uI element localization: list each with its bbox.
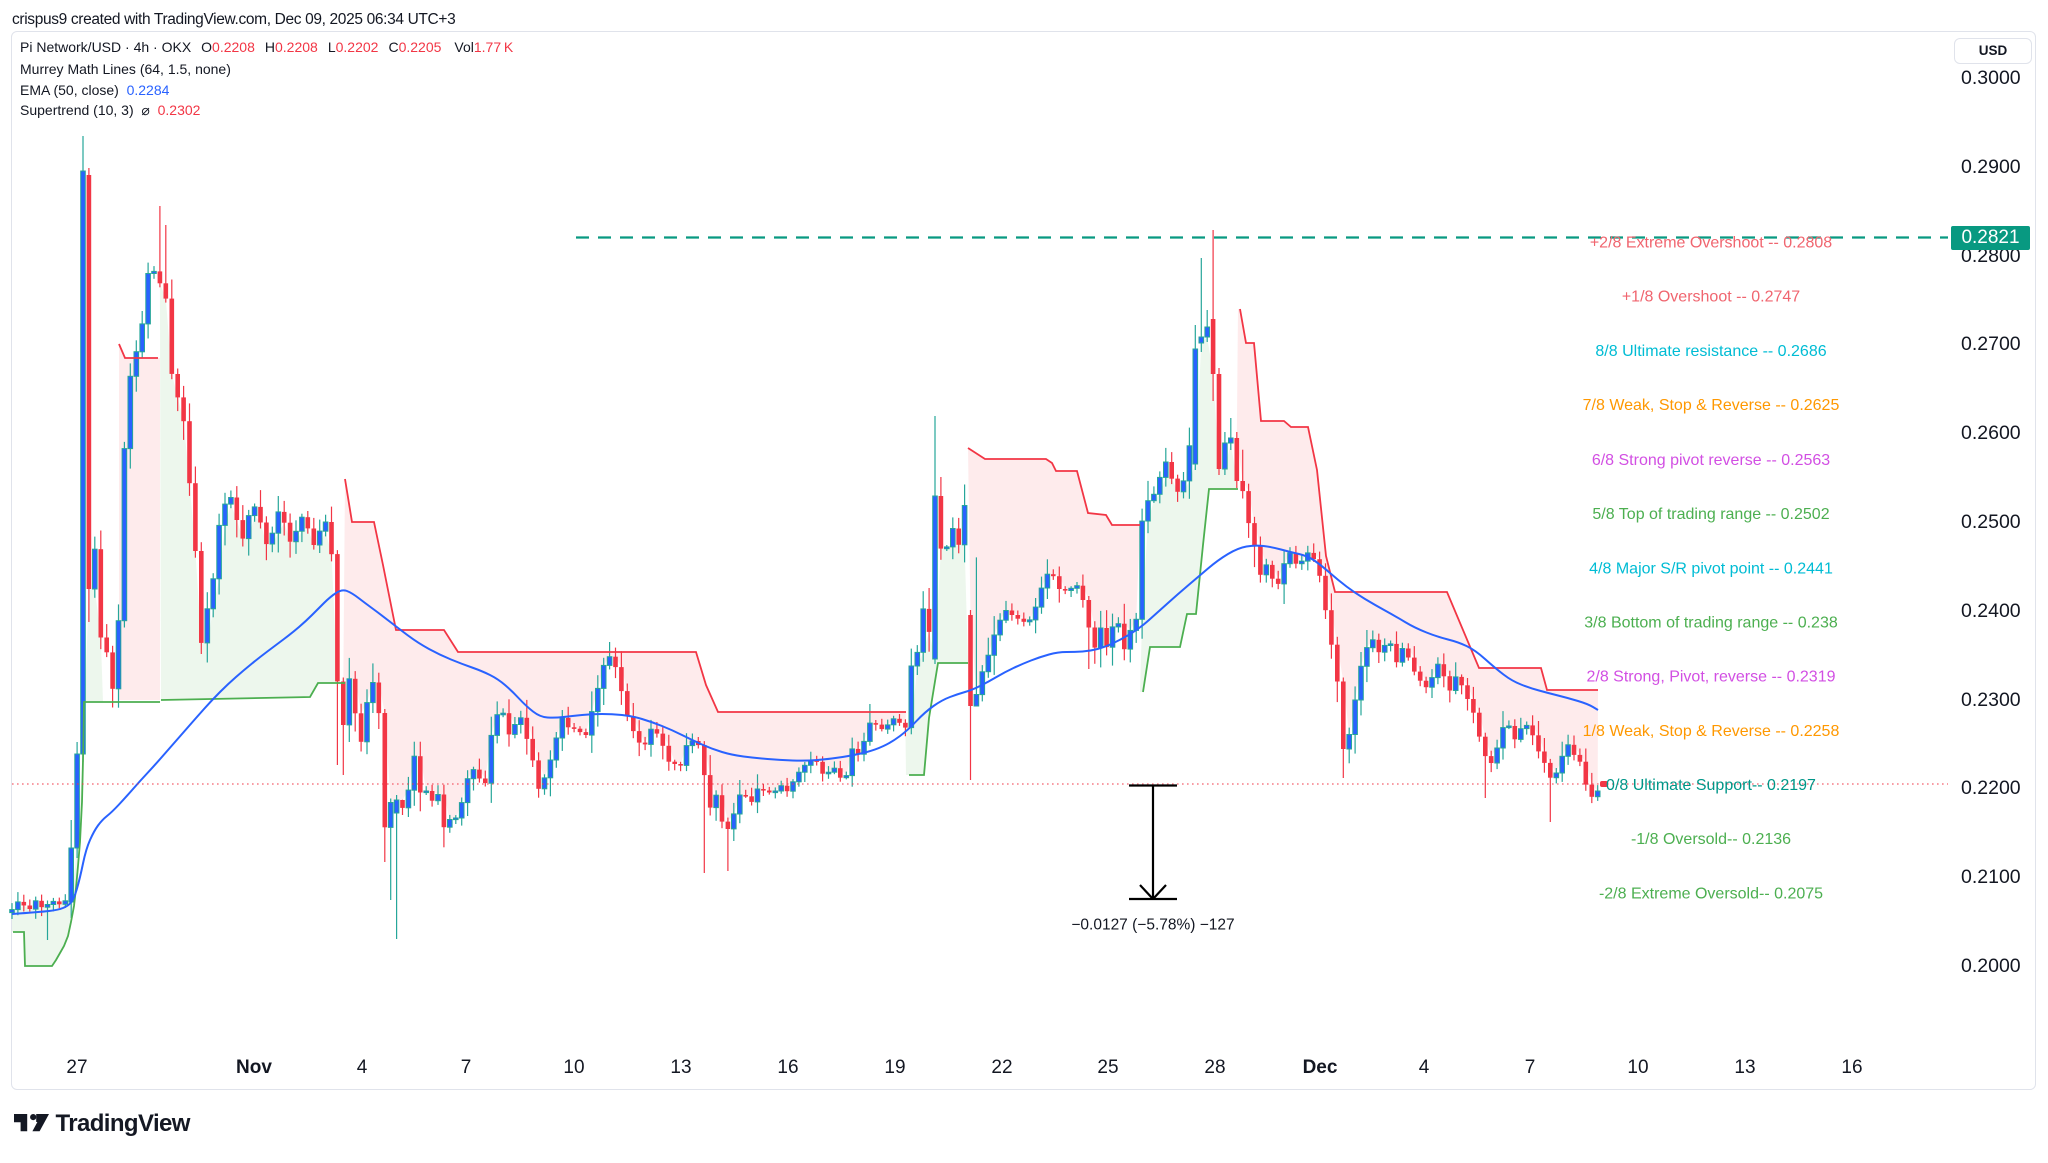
svg-text:+2/8 Extreme Overshoot -- 0.2: +2/8 Extreme Overshoot -- 0.2808 bbox=[1590, 235, 1832, 252]
svg-text:4/8 Major S/R pivot point --: 4/8 Major S/R pivot point -- 0.2441 bbox=[1589, 560, 1833, 577]
svg-text:1/8 Weak, Stop & Reverse -- 0: 1/8 Weak, Stop & Reverse -- 0.2258 bbox=[1583, 723, 1840, 740]
svg-text:8/8 Ultimate resistance -- 0.: 8/8 Ultimate resistance -- 0.2686 bbox=[1595, 343, 1826, 360]
svg-text:7/8 Weak, Stop & Reverse -- 0: 7/8 Weak, Stop & Reverse -- 0.2625 bbox=[1583, 397, 1840, 414]
svg-text:2/8 Strong, Pivot, reverse --: 2/8 Strong, Pivot, reverse -- 0.2319 bbox=[1586, 669, 1835, 686]
svg-text:−0.0127 (−5.78%) −127: −0.0127 (−5.78%) −127 bbox=[1071, 917, 1234, 934]
svg-text:3/8 Bottom of trading range --: 3/8 Bottom of trading range -- 0.238 bbox=[1584, 615, 1838, 632]
svg-text:6/8 Strong pivot reverse -- 0: 6/8 Strong pivot reverse -- 0.2563 bbox=[1592, 452, 1830, 469]
svg-text:5/8 Top of trading range -- 0: 5/8 Top of trading range -- 0.2502 bbox=[1592, 506, 1829, 523]
svg-text:-2/8 Extreme Oversold-- 0.207: -2/8 Extreme Oversold-- 0.2075 bbox=[1599, 885, 1823, 902]
svg-text:-1/8 Oversold-- 0.2136: -1/8 Oversold-- 0.2136 bbox=[1631, 831, 1791, 848]
svg-text:0/8 Ultimate Support-- 0.2197: 0/8 Ultimate Support-- 0.2197 bbox=[1606, 777, 1816, 794]
svg-text:+1/8 Overshoot -- 0.2747: +1/8 Overshoot -- 0.2747 bbox=[1622, 289, 1800, 306]
